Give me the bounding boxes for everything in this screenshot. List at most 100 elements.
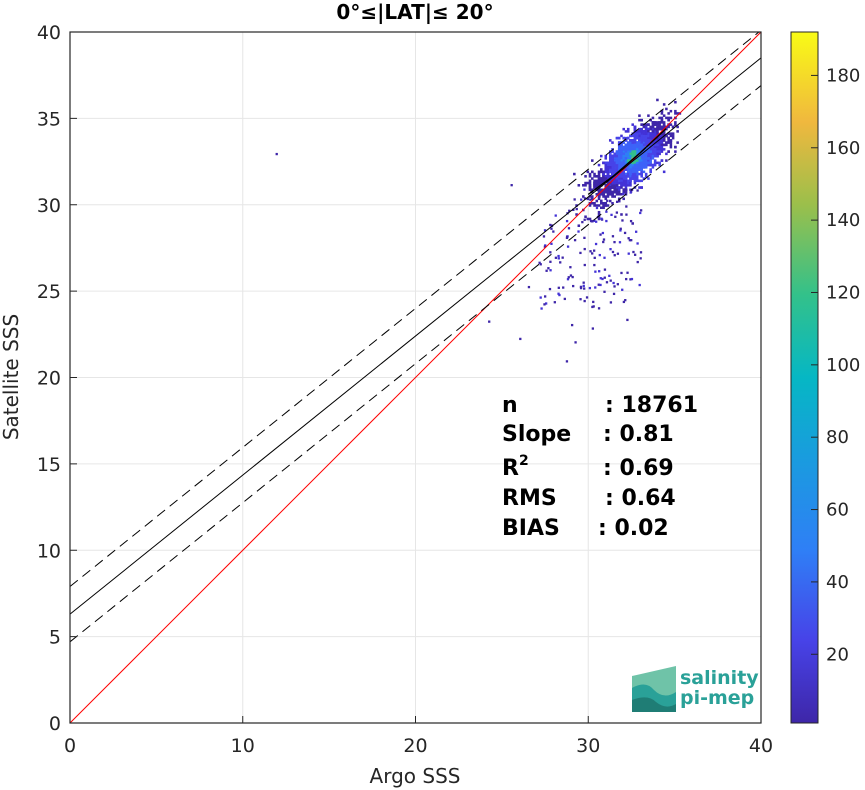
density-cell (612, 292, 616, 296)
density-cell (557, 257, 560, 260)
wave-logo-icon (632, 666, 676, 712)
density-cell (548, 287, 552, 291)
density-cell (543, 295, 547, 298)
density-cell (647, 148, 650, 151)
density-cell (562, 286, 565, 289)
density-cell (583, 188, 586, 191)
density-cell (633, 145, 637, 149)
density-cell (623, 188, 626, 191)
density-cell (620, 143, 623, 147)
density-cell (667, 118, 670, 122)
density-cell (569, 274, 573, 277)
density-cell (595, 206, 599, 210)
density-cell (614, 215, 617, 218)
density-cell (665, 116, 668, 120)
density-cell (640, 154, 643, 158)
density-cell (649, 136, 652, 140)
density-cell (604, 201, 608, 205)
density-cell (658, 143, 661, 147)
density-cell (660, 139, 664, 142)
density-cell (611, 172, 614, 176)
density-cell (671, 125, 675, 129)
density-cell (613, 188, 617, 192)
density-cell (640, 141, 643, 144)
density-cell (626, 145, 630, 149)
density-cell (622, 170, 626, 174)
density-cell (547, 267, 550, 270)
density-cell (540, 307, 543, 310)
density-cell (599, 206, 603, 210)
density-cell (662, 103, 666, 106)
density-cell (631, 143, 634, 147)
density-cell (606, 163, 610, 167)
fit-sigma-line (70, 85, 761, 643)
density-cell (656, 152, 659, 156)
density-cell (642, 141, 646, 144)
density-cell (665, 159, 668, 162)
density-cell (615, 177, 619, 180)
density-cell (568, 209, 571, 212)
density-cell (622, 179, 626, 183)
density-cell (549, 223, 552, 227)
density-cell (595, 220, 598, 223)
stat-value: : 0.81 (603, 422, 674, 447)
density-cell (613, 170, 617, 174)
density-cell (611, 184, 614, 187)
density-cell (622, 192, 625, 196)
density-cell (615, 161, 619, 165)
density-cell (608, 168, 612, 171)
density-cell (629, 152, 632, 156)
density-cell (647, 114, 650, 117)
density-cell (644, 141, 648, 144)
density-cell (629, 170, 632, 174)
density-cell (651, 166, 655, 169)
density-cell (638, 148, 641, 151)
density-cell (629, 188, 632, 192)
density-cell (656, 145, 659, 149)
density-cell (608, 179, 612, 183)
density-cell (629, 134, 632, 138)
density-cell (622, 163, 626, 167)
density-cell (624, 148, 628, 151)
density-cell (593, 186, 596, 189)
density-cell (662, 132, 666, 135)
density-cell (626, 152, 630, 156)
density-cell (656, 125, 659, 129)
density-cell (656, 136, 659, 140)
density-cell (662, 121, 666, 124)
density-cell (613, 285, 616, 288)
density-cell (649, 152, 652, 156)
density-cell (626, 181, 630, 185)
density-cell (591, 201, 594, 205)
density-cell (602, 175, 605, 178)
x-tick-label: 40 (749, 735, 773, 757)
density-cell (660, 150, 664, 153)
density-cell (640, 148, 643, 151)
density-cell (604, 161, 608, 165)
density-cell (606, 186, 610, 189)
density-cell (639, 257, 642, 260)
density-cell (633, 159, 637, 162)
density-cell (647, 139, 650, 142)
density-cell (629, 139, 632, 142)
density-cell (557, 292, 560, 295)
density-cell (620, 213, 623, 216)
density-cell (622, 175, 626, 178)
density-cell (633, 154, 637, 158)
density-cell (644, 163, 648, 167)
density-cell (656, 130, 659, 133)
density-cell (665, 134, 668, 138)
stats-box: n: 18761 Slope: 0.81 R 2: 0.69 RMS: 0.64 BIAS… (502, 393, 698, 541)
density-cell (591, 219, 594, 223)
density-cell (554, 256, 558, 259)
density-cell (662, 170, 666, 174)
density-cell (620, 179, 623, 183)
density-cell (608, 175, 612, 178)
stat-label: R (502, 456, 519, 481)
density-cell (606, 166, 610, 169)
density-cell (656, 161, 659, 165)
density-cell (633, 152, 637, 156)
density-cell (615, 200, 619, 203)
density-cell (626, 166, 630, 169)
density-cell (653, 143, 657, 147)
